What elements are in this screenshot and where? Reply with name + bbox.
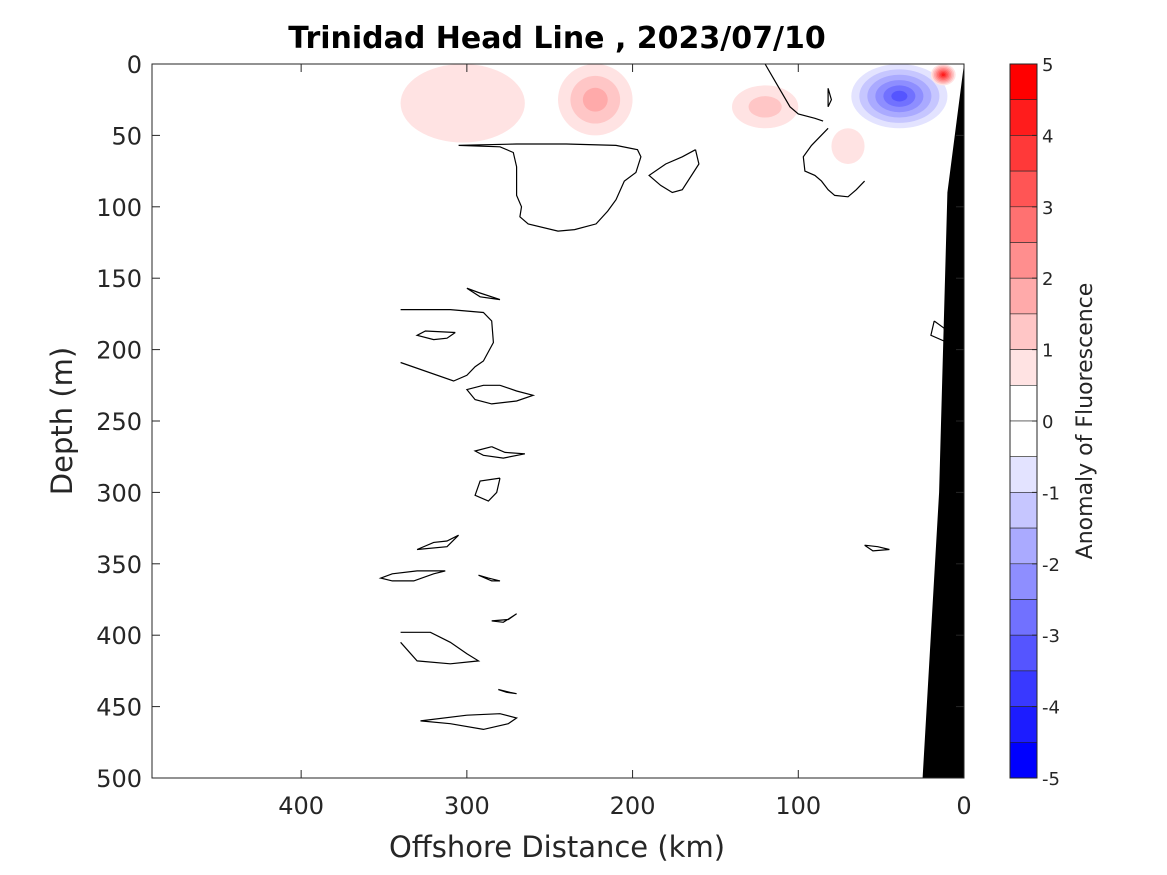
contour-line (400, 631, 481, 665)
anomaly-positive-patch-120km (748, 96, 782, 118)
colorbar-segment (1009, 99, 1038, 136)
contour-line (498, 688, 517, 695)
y-tick-label: 200 (96, 337, 142, 365)
colorbar-tick-label: 0 (1042, 412, 1053, 433)
contour-line (802, 127, 866, 198)
contour-line (478, 574, 501, 582)
contour-line (648, 149, 700, 194)
contour-line (415, 330, 456, 341)
axes: 400 300 200 100 0 0 50 100 150 200 250 300 350 400 450… (96, 51, 971, 820)
y-tick-label: 50 (111, 122, 142, 150)
colorbar-tick-label: 4 (1042, 126, 1053, 147)
x-tick-label: 400 (278, 792, 324, 820)
contour-line (864, 544, 890, 552)
colorbar-tick-label: -2 (1042, 555, 1060, 576)
colorbar-tick-label: -5 (1042, 769, 1060, 790)
y-tick-label: 350 (96, 551, 142, 579)
chart-title: Trinidad Head Line , 2023/07/10 (288, 21, 825, 56)
colorbar-segment (1009, 242, 1038, 279)
colorbar-segment (1009, 384, 1038, 422)
contour-line (491, 613, 517, 623)
colorbar-tick-label: 3 (1042, 198, 1053, 219)
colorbar-tick-label: 5 (1042, 55, 1053, 76)
colorbar-segment (1009, 563, 1038, 600)
y-tick-label: 150 (96, 265, 142, 293)
colorbar: 5 4 3 2 1 0 -1 -2 -3 -4 -5 (1009, 55, 1060, 790)
contour-line (416, 534, 460, 551)
contour-line (465, 384, 536, 405)
contour-line (420, 713, 519, 731)
anomaly-negative-patch-40km (891, 90, 908, 102)
anomaly-positive-patch-220km (582, 87, 608, 112)
colorbar-segment (1009, 599, 1038, 636)
y-tick-label: 500 (96, 765, 142, 793)
colorbar-segment (1009, 634, 1038, 672)
colorbar-segment (1009, 206, 1038, 243)
contour-line (378, 570, 446, 582)
y-tick-label: 300 (96, 479, 142, 507)
colorbar-segment (1009, 313, 1038, 350)
colorbar-segment (1009, 349, 1038, 386)
contour-lines (378, 63, 949, 731)
contour-line (473, 446, 526, 459)
colorbar-segment (1009, 456, 1038, 493)
colorbar-tick-label: -1 (1042, 483, 1060, 504)
colorbar-segment (1009, 492, 1038, 529)
colorbar-segment (1009, 420, 1038, 458)
y-tick-label: 100 (96, 194, 142, 222)
anomaly-positive-patch-60km (831, 128, 865, 164)
colorbar-segment (1009, 706, 1038, 743)
colorbar-segment (1009, 527, 1038, 565)
y-axis-label: Depth (m) (45, 347, 79, 495)
colorbar-tick-label: 2 (1042, 269, 1053, 290)
y-tick-label: 250 (96, 408, 142, 436)
anomaly-positive-patch-offshore (400, 64, 525, 143)
colorbar-segment (1009, 170, 1038, 208)
contour-line (764, 63, 824, 122)
contour-line (466, 287, 501, 301)
contour-line (400, 309, 495, 382)
x-tick-label: 100 (775, 792, 821, 820)
plot-background (152, 64, 964, 778)
anomaly-patches (400, 64, 956, 164)
y-tick-label: 0 (127, 51, 142, 79)
colorbar-tick-label: 1 (1042, 341, 1053, 362)
x-tick-label: 300 (444, 792, 490, 820)
anomaly-positive-patch-nearshore (941, 73, 945, 77)
x-tick-label: 200 (610, 792, 656, 820)
colorbar-segment (1009, 135, 1038, 172)
colorbar-label: Anomaly of Fluorescence (1073, 283, 1098, 560)
colorbar-tick-label: -3 (1042, 626, 1060, 647)
y-tick-label: 400 (96, 622, 142, 650)
bathymetry-layer (922, 64, 964, 778)
contour-line (474, 477, 501, 502)
plot-area (152, 64, 964, 778)
contour-line (458, 143, 642, 232)
colorbar-segment (1009, 670, 1038, 707)
colorbar-segment (1009, 277, 1038, 315)
y-tick-label: 450 (96, 694, 142, 722)
colorbar-segment (1009, 63, 1038, 101)
x-tick-label: 0 (956, 792, 971, 820)
seafloor (922, 64, 964, 778)
colorbar-tick-label: -4 (1042, 698, 1060, 719)
x-axis-label: Offshore Distance (km) (389, 830, 725, 864)
contour-line (827, 88, 833, 108)
colorbar-segment (1009, 741, 1038, 779)
